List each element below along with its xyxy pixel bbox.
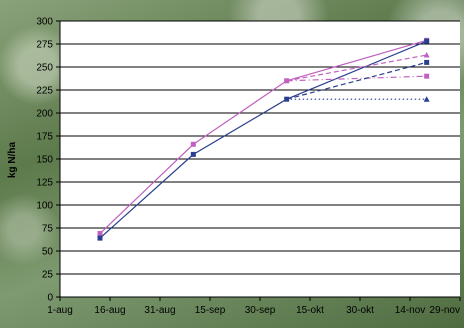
y-tick-label-175: 175: [36, 132, 53, 143]
x-tick-label-14-nov: 14-nov: [395, 305, 426, 316]
x-tick-label-1-aug: 1-aug: [47, 305, 73, 316]
series-3-point-1: [424, 73, 430, 79]
series-4-point-1: [424, 59, 430, 65]
series-line-3: [286, 75, 427, 82]
y-tick-label-275: 275: [36, 40, 53, 51]
series-1-point-2: [284, 96, 290, 102]
series-lines: [99, 39, 427, 239]
x-tick-label-30-sep: 30-sep: [245, 305, 276, 316]
series-line-4: [286, 61, 427, 100]
x-tick-label-15-sep: 15-sep: [195, 305, 226, 316]
series-1-point-3: [424, 38, 430, 44]
y-tick-label-125: 125: [36, 178, 53, 189]
series-0-point-1: [190, 141, 196, 147]
y-tick-label-300: 300: [36, 17, 53, 28]
series-0-point-0: [97, 231, 103, 237]
y-tick-label-75: 75: [42, 224, 54, 235]
series-1-point-1: [190, 151, 196, 157]
series-0-point-2: [284, 78, 290, 84]
grid-lines: [60, 20, 460, 275]
y-tick-label-225: 225: [36, 86, 53, 97]
y-tick-label-250: 250: [36, 63, 53, 74]
x-tick-label-16-aug: 16-aug: [94, 305, 125, 316]
x-tick-label-29-nov: 29-nov: [429, 305, 460, 316]
x-tick-label-30-okt: 30-okt: [346, 305, 374, 316]
y-tick-label-100: 100: [36, 201, 53, 212]
y-tick-label-50: 50: [42, 247, 54, 258]
series-line-1: [99, 40, 427, 239]
series-1-point-0: [97, 235, 103, 241]
y-tick-label-25: 25: [42, 270, 54, 281]
series-2-point-1: [423, 52, 430, 58]
axes: 0 25 50 75 100 125 150 175 200 225 250 275 300 1-aug 1…: [36, 17, 461, 316]
y-axis-label: kg N/ha: [7, 142, 18, 179]
x-tick-label-15-okt: 15-okt: [296, 305, 324, 316]
series-5-point-1: [423, 96, 430, 102]
y-tick-label-150: 150: [36, 155, 53, 166]
y-tick-label-200: 200: [36, 109, 53, 120]
series-line-0: [99, 39, 427, 234]
y-tick-label-0: 0: [47, 293, 53, 304]
series-markers: [97, 37, 430, 241]
x-tick-label-31-aug: 31-aug: [144, 305, 175, 316]
